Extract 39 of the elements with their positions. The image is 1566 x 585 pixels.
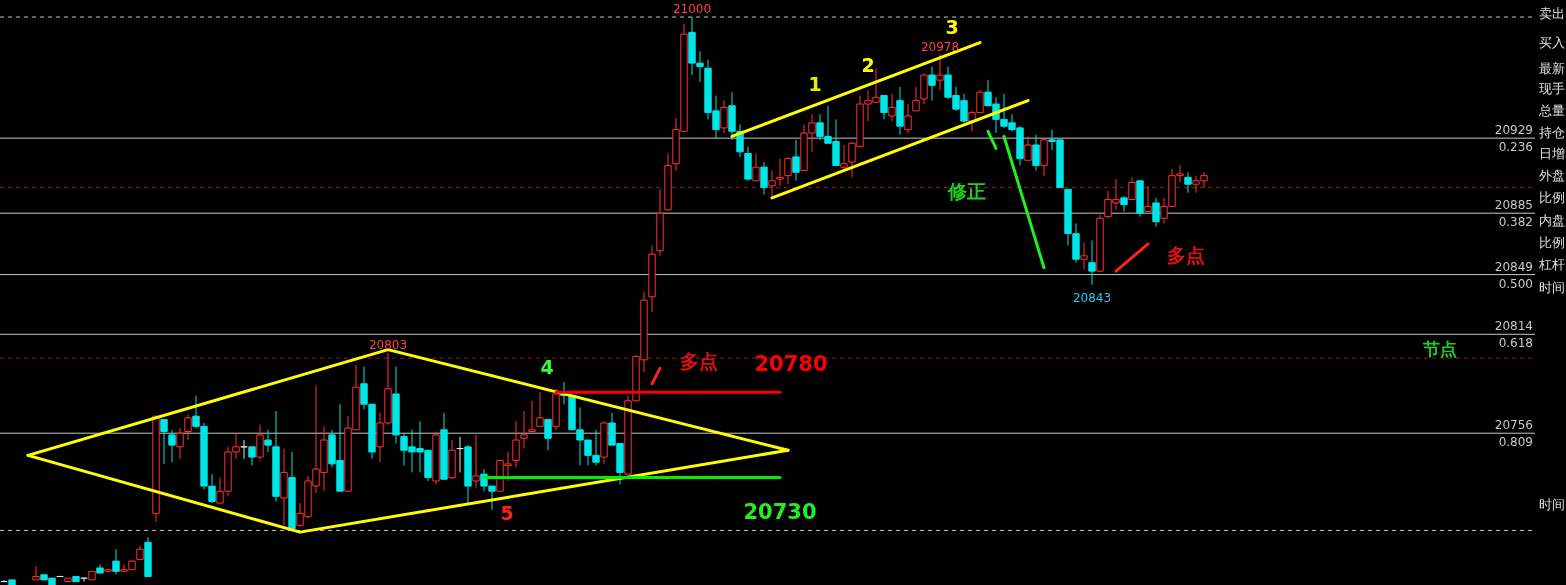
annotation: 1 (808, 73, 822, 95)
text: 总量 (1538, 103, 1565, 118)
annotation: 3 (945, 16, 959, 38)
text: 卖出 (1539, 6, 1565, 21)
text: 日增 (1539, 146, 1565, 161)
annotation: 4 (540, 356, 554, 378)
annotation: 20780 (754, 352, 828, 376)
text: 现手 (1539, 81, 1565, 96)
annotation: 修正 (947, 180, 986, 202)
text: 0.618 (1498, 336, 1533, 351)
text: 0.500 (1498, 276, 1533, 291)
text: 0.382 (1498, 215, 1533, 230)
text: 买入 (1539, 35, 1565, 50)
text: 比例 (1539, 235, 1565, 250)
ref-line-label: 20756 (1494, 418, 1533, 433)
ref-line-label: 20849 (1494, 259, 1533, 274)
annotation: 5 (500, 502, 514, 524)
annotation: 多点 (680, 350, 718, 372)
annotation: 20843 (1072, 290, 1112, 305)
ref-line-label: 20929 (1494, 123, 1533, 138)
text: 外盘 (1539, 168, 1565, 183)
annotation: 多点 (1167, 244, 1205, 266)
text: 0.809 (1498, 435, 1533, 450)
text: 杠杆 (1538, 257, 1565, 272)
text: 比例 (1539, 190, 1565, 205)
text: 时间 (1539, 280, 1565, 295)
text: 时间 (1539, 497, 1565, 512)
text: 内盘 (1539, 213, 1565, 228)
ref-line-label: 20814 (1494, 319, 1533, 334)
annotation: 20978 (920, 39, 960, 54)
text: 持仓 (1539, 125, 1565, 140)
annotation: 21000 (672, 2, 712, 17)
annotation: 20730 (743, 500, 817, 524)
annotation: 2 (861, 54, 875, 76)
text: 节点 (1422, 339, 1457, 359)
text: 最新 (1539, 61, 1565, 76)
annotation: 20803 (368, 338, 408, 353)
text: 0.236 (1498, 140, 1533, 155)
ref-line-label: 20885 (1494, 198, 1533, 213)
